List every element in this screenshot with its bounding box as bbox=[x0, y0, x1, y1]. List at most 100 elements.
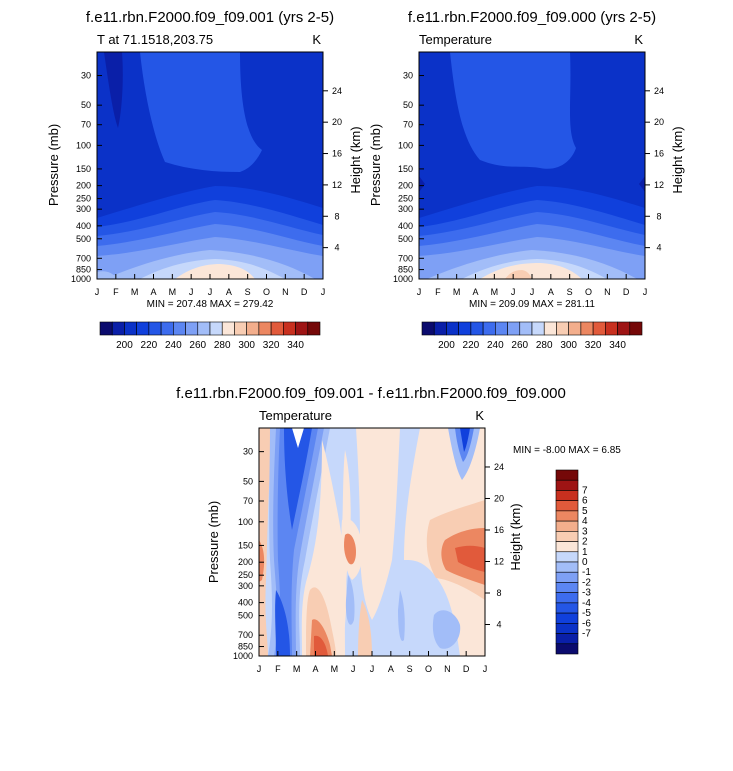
colorbar-box bbox=[136, 321, 150, 336]
colorbar-box bbox=[555, 643, 579, 655]
colorbar-box bbox=[555, 633, 579, 645]
panel-title: f.e11.rbn.F2000.f09_f09.001 (yrs 2-5) bbox=[86, 9, 334, 26]
colorbar-label: -7 bbox=[582, 629, 591, 640]
min-max-stats: MIN = 207.48 MAX = 279.42 bbox=[147, 299, 274, 310]
y-tick-label: 1000 bbox=[71, 274, 91, 284]
contour-fill-pos2b bbox=[358, 600, 372, 656]
right-tick-label: 12 bbox=[332, 180, 342, 190]
contour-field bbox=[259, 428, 485, 656]
colorbar-label: 260 bbox=[189, 340, 206, 351]
contour-fill-edge bbox=[97, 271, 118, 279]
x-tick-label: M bbox=[331, 664, 339, 674]
x-tick-label: J bbox=[189, 287, 194, 297]
colorbar-label: -4 bbox=[582, 598, 591, 609]
y-tick-label: 250 bbox=[398, 194, 413, 204]
colorbar-box bbox=[246, 321, 260, 336]
y-tick-label: 30 bbox=[403, 71, 413, 81]
contour-fill-pos4b bbox=[455, 545, 485, 572]
colorbar-box bbox=[568, 321, 582, 336]
y-tick-label: 70 bbox=[243, 496, 253, 506]
colorbar-box bbox=[555, 592, 579, 604]
colorbar-box bbox=[124, 321, 137, 336]
y-tick-label: 500 bbox=[76, 234, 91, 244]
colorbar-label: 280 bbox=[536, 340, 553, 351]
contour-fill-230b bbox=[140, 52, 262, 172]
y-tick-label: 30 bbox=[243, 447, 253, 457]
y-tick-label: 200 bbox=[238, 557, 253, 567]
panel-title: f.e11.rbn.F2000.f09_f09.001 - f.e11.rbn.… bbox=[176, 385, 566, 402]
colorbar-label: 7 bbox=[582, 485, 588, 496]
y-tick-label: 400 bbox=[238, 598, 253, 608]
y-tick-label: 850 bbox=[238, 642, 253, 652]
colorbar-label: 0 bbox=[582, 557, 588, 568]
panel-left-string: T at 71.1518,203.75 bbox=[97, 32, 213, 47]
y-tick-label: 700 bbox=[398, 253, 413, 263]
x-tick-label: J bbox=[530, 287, 535, 297]
colorbar-label: 340 bbox=[287, 340, 304, 351]
colorbar-box bbox=[519, 321, 533, 336]
x-tick-label: N bbox=[604, 287, 611, 297]
x-tick-label: J bbox=[643, 287, 648, 297]
x-tick-label: D bbox=[623, 287, 630, 297]
x-tick-label: J bbox=[370, 664, 375, 674]
colorbar-box bbox=[555, 612, 579, 624]
panel-top-left: f.e11.rbn.F2000.f09_f09.001 (yrs 2-5) T … bbox=[46, 9, 363, 351]
y-tick-label: 250 bbox=[238, 570, 253, 580]
contour-fill-210-left bbox=[419, 176, 425, 192]
y-tick-label: 200 bbox=[398, 181, 413, 191]
x-tick-label: M bbox=[491, 287, 499, 297]
x-tick-label: A bbox=[150, 287, 156, 297]
right-tick-label: 12 bbox=[654, 180, 664, 190]
colorbar-label: -1 bbox=[582, 567, 591, 578]
colorbar-box bbox=[160, 321, 174, 336]
colorbar-box bbox=[555, 531, 579, 542]
colorbar-box bbox=[111, 321, 125, 336]
contour-fill-neg1e bbox=[398, 590, 405, 641]
x-tick-label: D bbox=[463, 664, 470, 674]
y-tick-label: 400 bbox=[398, 221, 413, 231]
right-tick-label: 4 bbox=[656, 243, 661, 253]
panel-bottom-difference: f.e11.rbn.F2000.f09_f09.001 - f.e11.rbn.… bbox=[176, 385, 621, 674]
contour-fill-warm-left bbox=[259, 428, 275, 656]
y-axis-label: Pressure (mb) bbox=[206, 501, 221, 583]
x-tick-label: J bbox=[208, 287, 213, 297]
colorbar-label: 1 bbox=[582, 547, 588, 558]
x-tick-label: J bbox=[351, 664, 356, 674]
right-tick-label: 16 bbox=[494, 525, 504, 535]
colorbar-box bbox=[555, 561, 579, 573]
y-tick-label: 850 bbox=[76, 265, 91, 275]
contour-field bbox=[97, 52, 323, 279]
colorbar-label: 300 bbox=[560, 340, 577, 351]
contour-fill-230b bbox=[450, 52, 576, 169]
colorbar-box bbox=[482, 321, 496, 336]
colorbar-box bbox=[555, 500, 579, 512]
x-tick-label: D bbox=[301, 287, 308, 297]
colorbar-label: 200 bbox=[438, 340, 455, 351]
right-tick-label: 8 bbox=[656, 211, 661, 221]
right-tick-label: 4 bbox=[496, 619, 501, 629]
y-tick-label: 150 bbox=[238, 540, 253, 550]
right-tick-label: 16 bbox=[654, 149, 664, 159]
x-tick-label: M bbox=[131, 287, 139, 297]
colorbar-box bbox=[555, 510, 579, 522]
colorbar-label: -5 bbox=[582, 608, 591, 619]
colorbar-box bbox=[433, 321, 447, 336]
x-tick-label: O bbox=[425, 664, 432, 674]
y-tick-label: 1000 bbox=[233, 651, 253, 661]
colorbar-box bbox=[555, 490, 579, 501]
colorbar-label: 300 bbox=[238, 340, 255, 351]
y-axis-label: Pressure (mb) bbox=[368, 124, 383, 206]
y-tick-label: 100 bbox=[76, 140, 91, 150]
colorbar-box bbox=[148, 321, 162, 336]
y-tick-label: 300 bbox=[398, 204, 413, 214]
x-tick-label: J bbox=[417, 287, 422, 297]
x-tick-label: J bbox=[321, 287, 326, 297]
panel-title: f.e11.rbn.F2000.f09_f09.000 (yrs 2-5) bbox=[408, 9, 656, 26]
colorbar-box bbox=[234, 321, 247, 336]
right-tick-label: 24 bbox=[494, 462, 504, 472]
colorbar-label: 240 bbox=[165, 340, 182, 351]
right-tick-label: 8 bbox=[496, 588, 501, 598]
colorbar-box bbox=[617, 321, 631, 336]
